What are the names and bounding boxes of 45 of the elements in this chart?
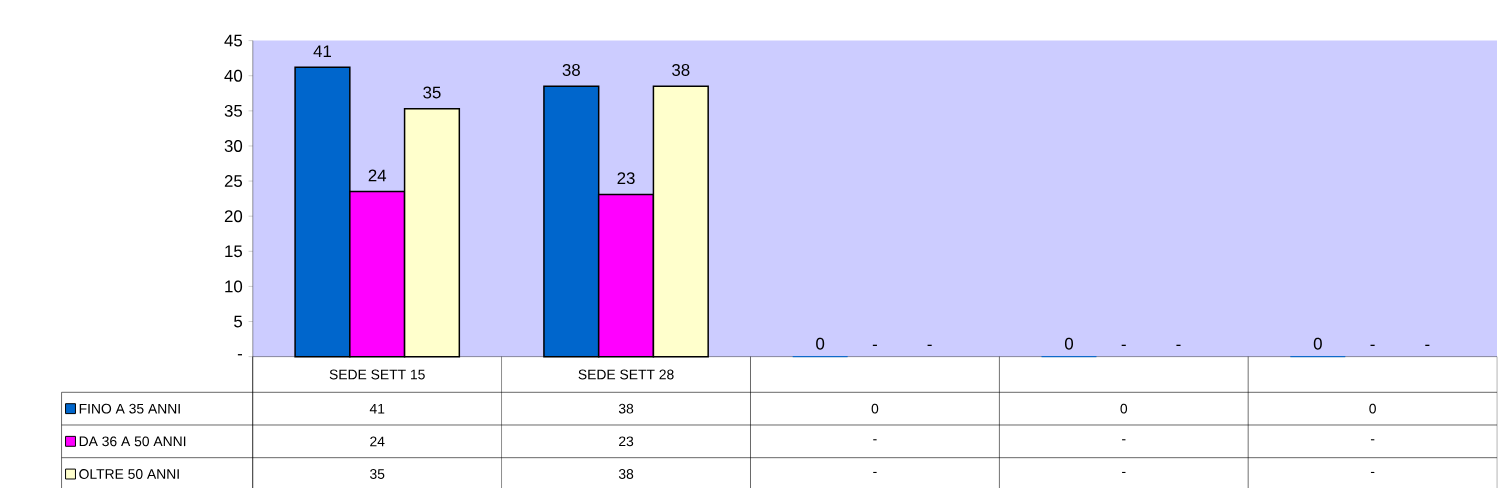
data-label: 23	[619, 436, 634, 447]
y-tick-label: 40	[224, 69, 243, 82]
legend-label: OLTRE 50 ANNI	[79, 468, 179, 479]
y-tick-label: 45	[224, 34, 243, 47]
text: -	[1370, 471, 1375, 473]
text: 35	[423, 86, 441, 99]
data-label: 0	[1369, 403, 1376, 414]
data-label: 0	[1120, 403, 1128, 414]
text: -	[1370, 439, 1375, 441]
text: -	[927, 344, 932, 346]
text: -	[1122, 439, 1126, 441]
text: 41	[313, 45, 332, 57]
y-tick-label: 15	[225, 245, 243, 257]
y-tick-label: 25	[224, 174, 243, 187]
x-tick-label: SEDE SETT 28	[578, 369, 674, 380]
y-tick-label: 5	[234, 315, 243, 328]
data-label: 38	[618, 468, 634, 479]
text: 23	[617, 171, 635, 184]
text: -	[1425, 344, 1430, 346]
y-tick-label: 20	[224, 210, 243, 222]
text: 38	[562, 63, 580, 76]
text: -	[1121, 344, 1126, 346]
y-tick-label: 35	[224, 104, 243, 117]
data-label: 0	[871, 403, 879, 414]
text: -	[1122, 471, 1126, 473]
text: -	[872, 344, 877, 346]
legend-label: DA 36 A 50 ANNI	[79, 436, 186, 447]
y-tick-label: 30	[224, 139, 243, 152]
x-tick-label: SEDE SETT 15	[329, 369, 425, 380]
y-tick-label: 10	[225, 280, 243, 293]
text: -	[873, 471, 877, 473]
data-label: 24	[370, 436, 385, 446]
y-tick-label: -	[237, 353, 242, 356]
legend-label: FINO A 35 ANNI	[79, 403, 180, 414]
text: -	[1370, 344, 1375, 346]
text: -	[1176, 344, 1181, 346]
text: 24	[368, 169, 387, 182]
text: -	[873, 439, 877, 441]
data-label: 41	[369, 403, 385, 414]
text: 38	[672, 63, 690, 76]
text: 0	[816, 337, 825, 350]
text: 0	[1313, 337, 1322, 350]
data-label: 38	[618, 403, 634, 414]
data-label: 35	[370, 468, 385, 479]
text: 0	[1064, 337, 1074, 350]
